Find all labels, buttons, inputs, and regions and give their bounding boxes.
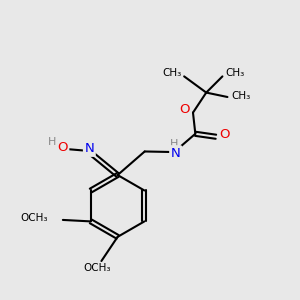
Text: N: N (171, 147, 181, 160)
Text: OCH₃: OCH₃ (83, 263, 111, 273)
Text: H: H (170, 140, 178, 149)
Text: O: O (179, 103, 190, 116)
Text: O: O (219, 128, 230, 142)
Text: CH₃: CH₃ (225, 68, 244, 78)
Text: CH₃: CH₃ (162, 68, 182, 78)
Text: CH₃: CH₃ (231, 92, 250, 101)
Text: N: N (85, 142, 94, 155)
Text: H: H (48, 137, 56, 147)
Text: O: O (57, 141, 68, 154)
Text: OCH₃: OCH₃ (20, 214, 48, 224)
